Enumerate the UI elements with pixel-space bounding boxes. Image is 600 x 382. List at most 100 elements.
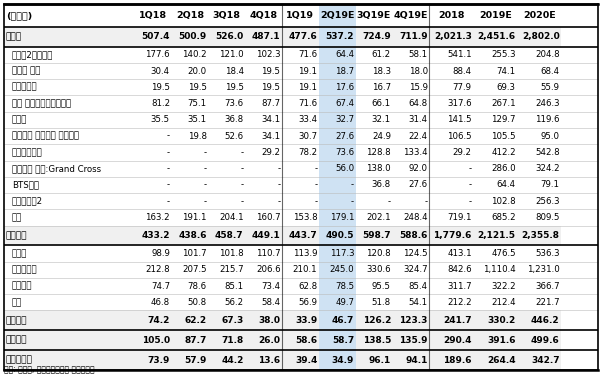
Bar	[282, 278, 319, 294]
Text: 412.2: 412.2	[491, 148, 516, 157]
Text: 153.8: 153.8	[293, 213, 317, 222]
Text: 32.1: 32.1	[372, 115, 391, 125]
Text: 160.7: 160.7	[256, 213, 280, 222]
Text: 105.5: 105.5	[491, 132, 516, 141]
Bar	[517, 193, 561, 209]
Bar	[134, 350, 172, 370]
Bar	[282, 294, 319, 311]
Bar	[134, 177, 172, 193]
Text: 19.5: 19.5	[224, 83, 244, 92]
Text: -: -	[241, 148, 244, 157]
Text: 2,355.8: 2,355.8	[521, 231, 560, 240]
Bar	[430, 112, 473, 128]
Bar	[430, 330, 473, 350]
Text: 102.8: 102.8	[491, 197, 516, 206]
Text: 311.7: 311.7	[447, 282, 472, 291]
Text: 204.8: 204.8	[535, 50, 560, 59]
Text: 33.9: 33.9	[295, 316, 317, 325]
Bar	[356, 27, 392, 47]
Text: 73.6: 73.6	[335, 148, 354, 157]
Text: 19.8: 19.8	[188, 132, 207, 141]
Text: 18.7: 18.7	[335, 66, 354, 76]
Bar	[4, 294, 134, 311]
Bar	[4, 226, 134, 245]
Bar	[430, 27, 473, 47]
Bar	[473, 350, 517, 370]
Bar	[392, 4, 430, 27]
Bar	[356, 160, 392, 177]
Text: 32.7: 32.7	[335, 115, 354, 125]
Text: 81.2: 81.2	[151, 99, 170, 108]
Bar	[172, 79, 208, 96]
Bar	[473, 262, 517, 278]
Bar	[134, 294, 172, 311]
Text: 세븐나이츠2: 세븐나이츠2	[12, 197, 43, 206]
Bar	[356, 350, 392, 370]
Text: 36.8: 36.8	[372, 180, 391, 189]
Text: 177.6: 177.6	[145, 50, 170, 59]
Text: 433.2: 433.2	[142, 231, 170, 240]
Text: 526.0: 526.0	[215, 32, 244, 41]
Text: -: -	[469, 197, 472, 206]
Bar	[4, 193, 134, 209]
Text: 206.6: 206.6	[256, 265, 280, 274]
Bar	[392, 128, 430, 144]
Bar	[356, 4, 392, 27]
Text: 16.7: 16.7	[372, 83, 391, 92]
Bar	[208, 226, 245, 245]
Text: 19.1: 19.1	[298, 83, 317, 92]
Bar	[282, 350, 319, 370]
Text: 366.7: 366.7	[535, 282, 560, 291]
Bar	[319, 4, 356, 27]
Text: 39.4: 39.4	[295, 356, 317, 364]
Bar	[473, 128, 517, 144]
Text: -: -	[204, 148, 207, 157]
Text: 2,451.6: 2,451.6	[478, 32, 516, 41]
Bar	[517, 177, 561, 193]
Text: -: -	[277, 180, 280, 189]
Text: 87.7: 87.7	[262, 99, 280, 108]
Bar	[208, 193, 245, 209]
Bar	[245, 193, 282, 209]
Bar	[319, 193, 356, 209]
Bar	[319, 63, 356, 79]
Bar	[208, 350, 245, 370]
Bar	[208, 63, 245, 79]
Bar	[208, 144, 245, 160]
Text: -: -	[204, 197, 207, 206]
Bar	[430, 226, 473, 245]
Bar	[245, 311, 282, 330]
Text: 33.4: 33.4	[298, 115, 317, 125]
Bar	[517, 160, 561, 177]
Text: 56.0: 56.0	[335, 164, 354, 173]
Text: 75.1: 75.1	[188, 99, 207, 108]
Text: 67.3: 67.3	[221, 316, 244, 325]
Bar	[356, 330, 392, 350]
Bar	[172, 144, 208, 160]
Bar	[473, 226, 517, 245]
Bar	[430, 160, 473, 177]
Bar	[4, 47, 134, 63]
Bar	[4, 27, 134, 47]
Bar	[473, 209, 517, 226]
Text: 34.1: 34.1	[262, 115, 280, 125]
Bar	[245, 262, 282, 278]
Text: 102.3: 102.3	[256, 50, 280, 59]
Bar	[319, 79, 356, 96]
Bar	[517, 144, 561, 160]
Text: 2020E: 2020E	[523, 11, 556, 20]
Text: 38.0: 38.0	[259, 316, 280, 325]
Text: 77.9: 77.9	[453, 83, 472, 92]
Text: 마케팅비: 마케팅비	[12, 282, 32, 291]
Text: 블소레볼루션: 블소레볼루션	[12, 148, 43, 157]
Text: 30.7: 30.7	[298, 132, 317, 141]
Bar	[319, 311, 356, 330]
Bar	[208, 209, 245, 226]
Text: 56.2: 56.2	[224, 298, 244, 307]
Bar	[245, 330, 282, 350]
Bar	[4, 160, 134, 177]
Text: -: -	[425, 197, 428, 206]
Bar	[473, 278, 517, 294]
Text: 98.9: 98.9	[151, 249, 170, 258]
Text: 19.5: 19.5	[151, 83, 170, 92]
